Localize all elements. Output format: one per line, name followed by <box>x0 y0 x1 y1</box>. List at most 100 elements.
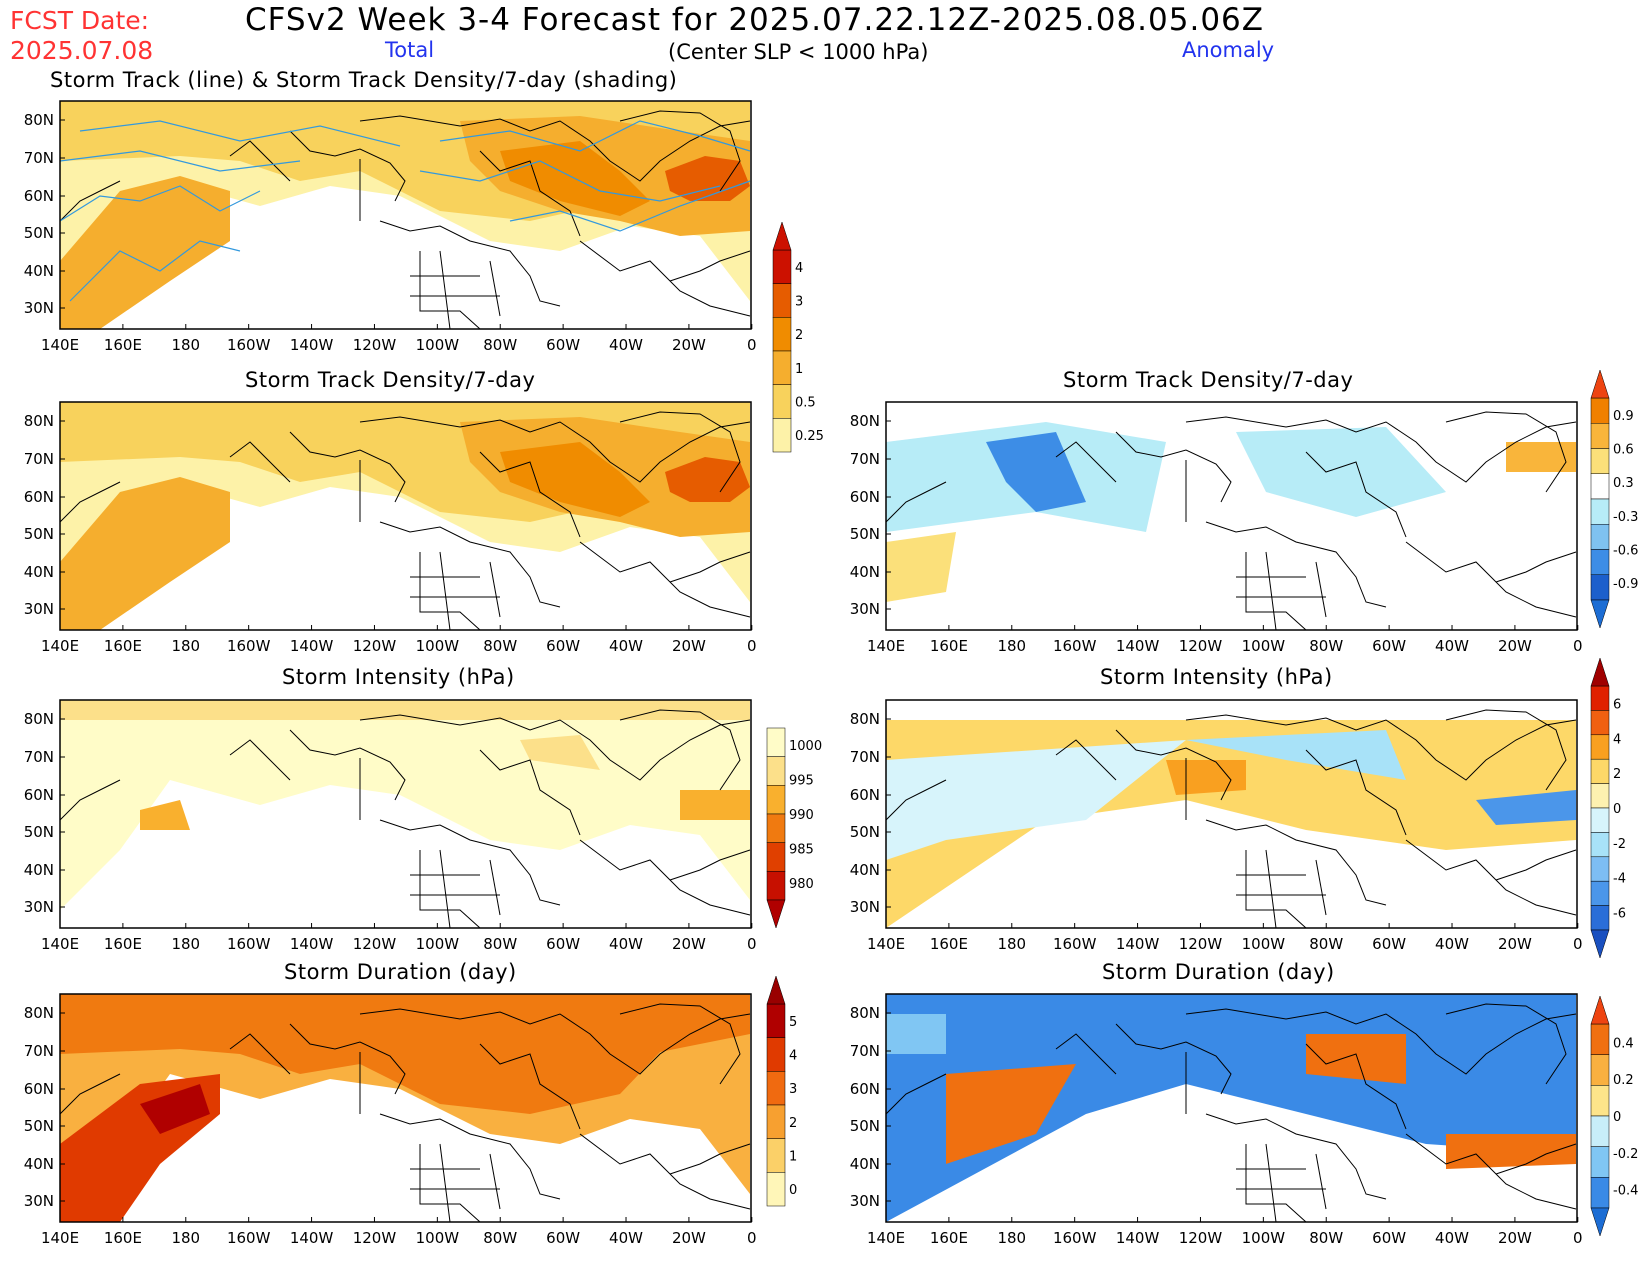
lon-tick-label: 20W <box>1498 1229 1532 1247</box>
lon-tick-label: 120W <box>353 935 397 953</box>
colorbar-segment <box>1590 397 1610 424</box>
colorbar-tip <box>766 899 786 929</box>
lat-tick-label: 60N <box>24 187 54 205</box>
panel-title-duration-anom: Storm Duration (day) <box>1102 960 1335 984</box>
lat-tick-label: 30N <box>850 898 880 916</box>
map-frame <box>59 401 752 631</box>
colorbar-cb-intensity-total: 1000 995 990 985 980 <box>766 727 822 929</box>
colorbar-segment <box>766 1138 786 1173</box>
colorbar-label: 0.4 <box>1613 1036 1634 1051</box>
lat-tick-label: 50N <box>24 1117 54 1135</box>
colorbar-segment <box>1590 1054 1610 1086</box>
lat-tick-label: 40N <box>24 262 54 280</box>
colorbar-segment <box>1590 807 1610 833</box>
lon-tick-label: 180 <box>997 935 1026 953</box>
lon-tick-label: 100W <box>416 1229 460 1247</box>
colorbar-segment <box>1590 734 1610 760</box>
storm-track-line <box>59 150 301 172</box>
lon-tick-label: 160E <box>930 637 968 655</box>
colorbar-label: -6 <box>1613 907 1626 922</box>
lon-tick-label: 140E <box>41 336 79 354</box>
lat-tick-label: 30N <box>850 1192 880 1210</box>
lat-tick-label: 80N <box>24 412 54 430</box>
lat-tick-label: 50N <box>850 823 880 841</box>
colorbar-tip <box>1590 599 1610 629</box>
lon-tick-label: 40W <box>1435 637 1469 655</box>
colorbar-label: -2 <box>1613 837 1626 852</box>
colorbar-tip <box>772 221 792 251</box>
lon-tick-label: 160W <box>227 637 271 655</box>
lat-tick-label: 30N <box>850 600 880 618</box>
colorbar-cb-duration-anom: 0.4 0.2 0 -0.2 -0.4 <box>1590 995 1638 1237</box>
lat-tick-label: 40N <box>24 563 54 581</box>
map-frame <box>885 993 1578 1223</box>
colorbar-label: 0.9 <box>1613 409 1634 424</box>
lon-tick-label: 120W <box>353 336 397 354</box>
colorbar-segment <box>1590 783 1610 809</box>
colorbar-label: 1000 <box>789 739 822 754</box>
lat-tick-label: 60N <box>24 488 54 506</box>
colorbar-segment <box>772 384 792 419</box>
colorbar-segment <box>1590 832 1610 858</box>
lon-tick-label: 40W <box>609 637 643 655</box>
lon-tick-label: 80W <box>483 935 517 953</box>
panel-title-track-total: Storm Track (line) & Storm Track Density… <box>50 68 678 92</box>
colorbar-label: 0 <box>1613 1110 1621 1125</box>
lat-tick-label: 40N <box>850 1155 880 1173</box>
lon-tick-label: 140W <box>1116 637 1160 655</box>
lon-tick-label: 60W <box>546 637 580 655</box>
map-panel-density-total: 80N 70N 60N 50N 40N 30N 140E 160E 180 160W 140W 120… <box>24 401 757 655</box>
map-panel-density-anom: 80N 70N 60N 50N 40N 30N 140E 160E 180 160W 140W 120… <box>850 401 1583 655</box>
colorbar-segment <box>772 350 792 385</box>
colorbar-label: 3 <box>789 1082 797 1097</box>
lon-tick-label: 140E <box>41 935 79 953</box>
lon-tick-label: 160E <box>104 637 142 655</box>
colorbar-segment <box>772 317 792 352</box>
colorbar-label: -0.6 <box>1613 544 1638 559</box>
colorbar-label: 0.5 <box>795 396 816 411</box>
colorbar-segment <box>766 785 786 815</box>
colorbar-segment <box>1590 498 1610 525</box>
anomaly-column-label: Anomaly <box>1182 38 1275 62</box>
lon-tick-label: 140W <box>290 1229 334 1247</box>
lon-tick-label: 180 <box>171 935 200 953</box>
colorbar-label: 0.25 <box>795 429 824 444</box>
main-title: CFSv2 Week 3-4 Forecast for 2025.07.22.1… <box>245 2 1265 38</box>
lon-tick-label: 180 <box>997 1229 1026 1247</box>
map-panel-intensity-total: 80N 70N 60N 50N 40N 30N 140E 160E 180 160W 140W 120… <box>24 699 757 953</box>
colorbar-segment <box>766 871 786 901</box>
lon-tick-label: 100W <box>1242 935 1286 953</box>
colorbar-label: 3 <box>795 295 803 310</box>
storm-track-line <box>439 120 751 152</box>
colorbar-segment <box>1590 549 1610 575</box>
colorbar-cb-intensity-anom: 6 4 2 0 -2 -4 -6 <box>1590 657 1626 959</box>
lon-tick-label: 80W <box>1309 637 1343 655</box>
lon-tick-label: 140E <box>41 1229 79 1247</box>
storm-track-line <box>419 160 721 202</box>
lon-tick-label: 80W <box>483 1229 517 1247</box>
lon-tick-label: 120W <box>353 637 397 655</box>
panel-title-density-total: Storm Track Density/7-day <box>245 368 536 392</box>
colorbar-segment <box>1590 880 1610 906</box>
lon-tick-label: 160W <box>1053 637 1097 655</box>
lat-tick-label: 40N <box>850 861 880 879</box>
map-frame <box>885 699 1578 929</box>
panel-title-density-anom: Storm Track Density/7-day <box>1063 368 1354 392</box>
colorbar-label: 980 <box>789 877 814 892</box>
lon-tick-label: 80W <box>1309 935 1343 953</box>
lon-tick-label: 80W <box>483 637 517 655</box>
colorbar-label: 0 <box>1613 802 1621 817</box>
map-frame <box>59 100 752 330</box>
lon-tick-label: 100W <box>1242 637 1286 655</box>
lon-tick-label: 20W <box>672 336 706 354</box>
colorbar-segment <box>1590 423 1610 449</box>
lon-tick-label: 180 <box>171 336 200 354</box>
colorbar-segment <box>1590 758 1610 784</box>
lat-tick-label: 50N <box>850 525 880 543</box>
colorbar-segment <box>1590 856 1610 882</box>
lon-tick-label: 40W <box>609 336 643 354</box>
colorbar-segment <box>766 1071 786 1106</box>
forecast-date-label: FCST Date: 2025.07.08 <box>10 6 153 66</box>
lat-tick-label: 70N <box>850 1042 880 1060</box>
lon-tick-label: 40W <box>609 1229 643 1247</box>
